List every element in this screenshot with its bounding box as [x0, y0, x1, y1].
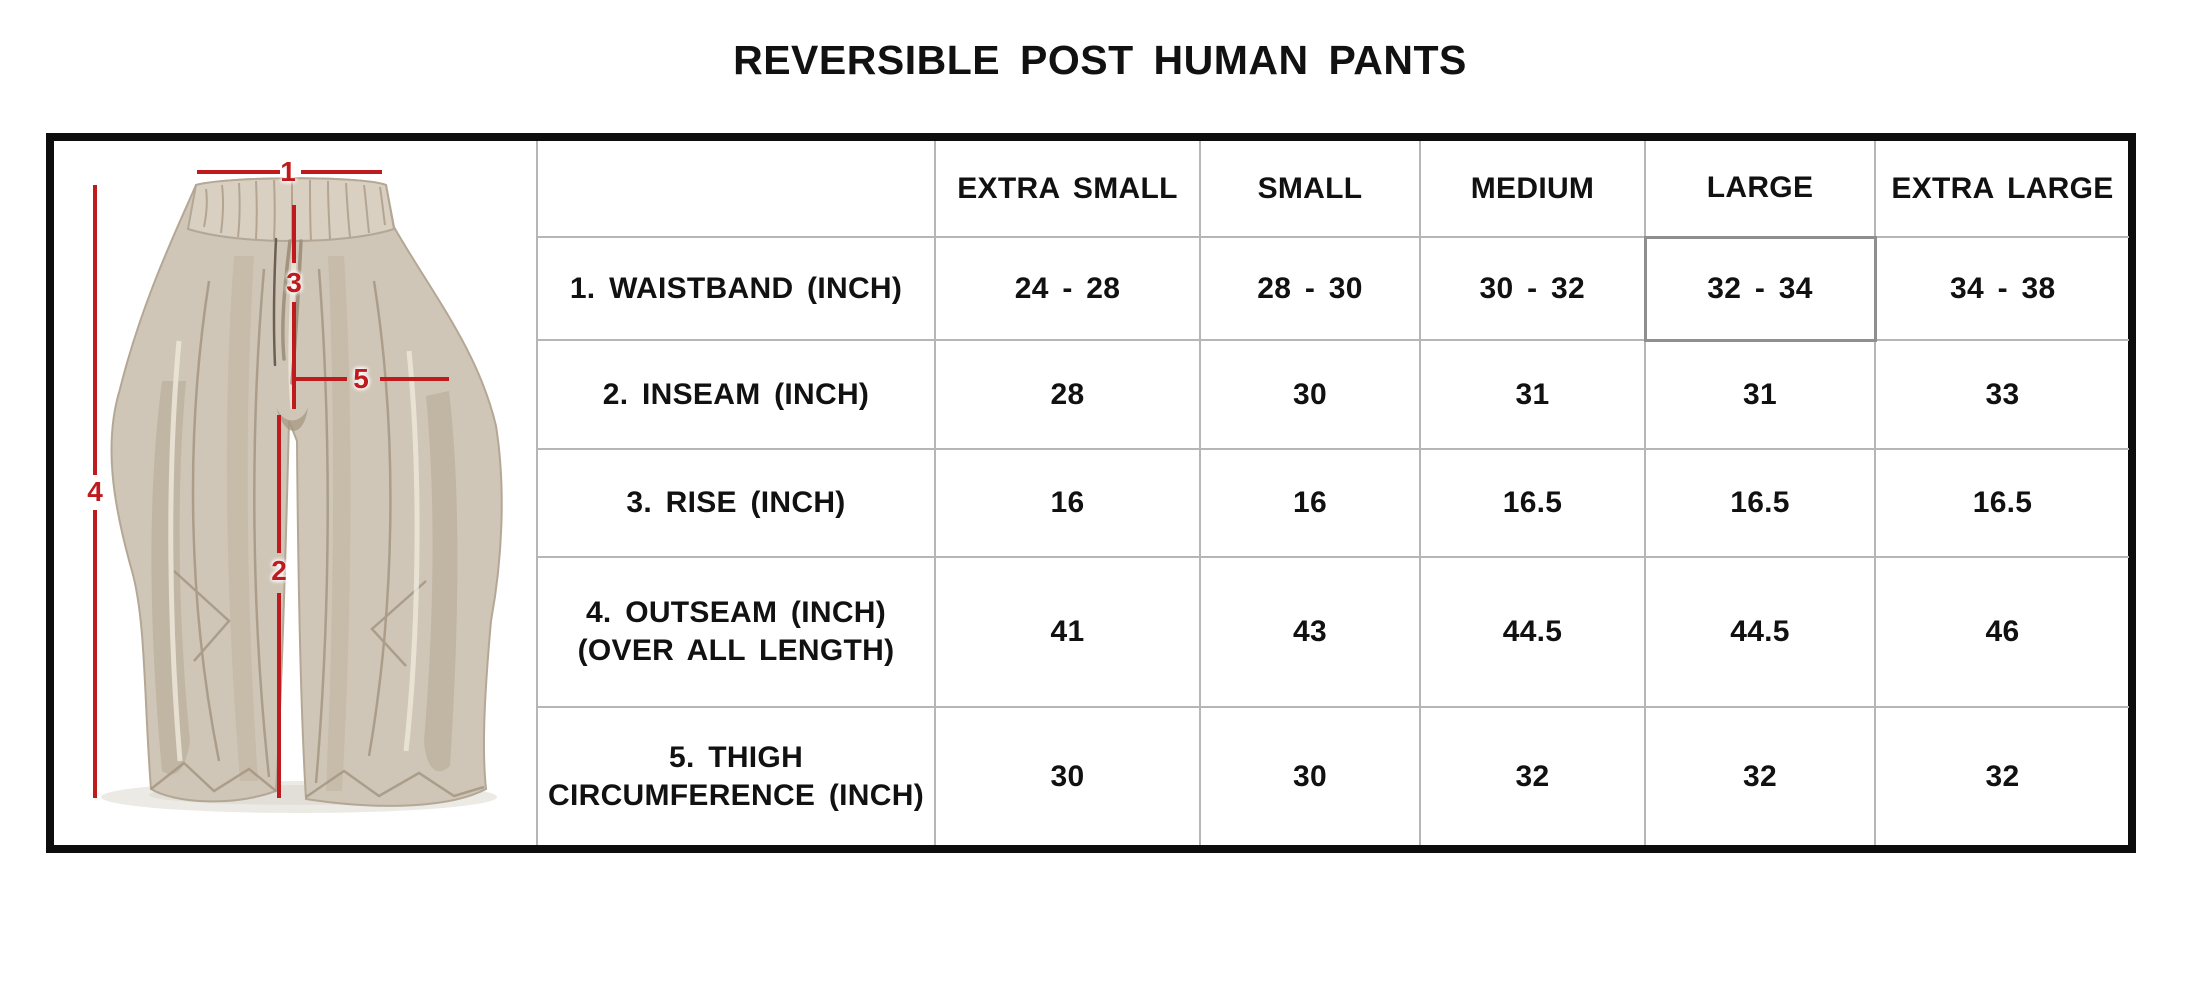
measurement-line-rise: [292, 302, 296, 409]
value-cell: 32: [1644, 706, 1876, 845]
value-cell: 30: [1199, 339, 1421, 450]
measurement-line-outseam: [93, 510, 97, 798]
col-header-medium: MEDIUM: [1419, 141, 1646, 238]
table-row-outseam: 4. OUTSEAM (INCH) (OVER ALL LENGTH) 41 4…: [536, 556, 2129, 708]
value-cell: 32: [1874, 706, 2129, 845]
pants-waistband: [186, 177, 396, 242]
table-row-inseam: 2. INSEAM (INCH) 28 30 31 31 33: [536, 339, 2129, 450]
table-row-thigh: 5. THIGH CIRCUMFERENCE (INCH) 30 30 32 3…: [536, 706, 2129, 845]
value-cell: 32: [1419, 706, 1646, 845]
value-cell: 31: [1644, 339, 1876, 450]
value-cell: 30: [934, 706, 1201, 845]
col-header-extra-small: EXTRA SMALL: [934, 141, 1201, 238]
measurement-line-waistband: [197, 170, 280, 174]
row-label-thigh: 5. THIGH CIRCUMFERENCE (INCH): [536, 706, 936, 845]
value-cell: 31: [1419, 339, 1646, 450]
col-header-small: SMALL: [1199, 141, 1421, 238]
value-cell: 28: [934, 339, 1201, 450]
value-cell: 44.5: [1644, 556, 1876, 708]
value-cell: 41: [934, 556, 1201, 708]
measurement-label-thigh: 5: [353, 363, 369, 394]
row-label-rise: 3. RISE (INCH): [536, 448, 936, 558]
measurement-line-inseam: [277, 415, 281, 553]
col-header-large: LARGE: [1644, 141, 1876, 238]
value-cell: 28 - 30: [1199, 236, 1421, 341]
value-cell: 30 - 32: [1419, 236, 1646, 341]
value-cell: 16: [1199, 448, 1421, 558]
measurement-line-thigh: [292, 377, 347, 381]
row-label-waistband: 1. WAISTBAND (INCH): [536, 236, 936, 341]
table-row-rise: 3. RISE (INCH) 16 16 16.5 16.5 16.5: [536, 448, 2129, 558]
row-label-outseam: 4. OUTSEAM (INCH) (OVER ALL LENGTH): [536, 556, 936, 708]
corner-cell: [536, 141, 936, 238]
value-cell: 44.5: [1419, 556, 1646, 708]
measurement-line-inseam: [277, 593, 281, 798]
value-cell: 16.5: [1644, 448, 1876, 558]
table-header-row: EXTRA SMALL SMALL MEDIUM LARGE EXTRA LAR…: [536, 141, 2129, 238]
page-title: REVERSIBLE POST HUMAN PANTS: [733, 37, 1467, 83]
product-photo-panel: 1 3 5 4 2: [54, 141, 536, 845]
value-cell: 30: [1199, 706, 1421, 845]
size-chart-board: 1 3 5 4 2 EXTRA SMALL SMALL MEDIUM LARGE: [46, 133, 2136, 853]
measurement-label-rise: 3: [286, 267, 302, 298]
value-cell: 34 - 38: [1874, 236, 2129, 341]
value-cell: 46: [1874, 556, 2129, 708]
measurement-line-outseam: [93, 185, 97, 475]
col-header-extra-large: EXTRA LARGE: [1874, 141, 2129, 238]
measurement-label-waistband: 1: [280, 156, 296, 187]
pants-image: [101, 177, 503, 813]
value-cell: 24 - 28: [934, 236, 1201, 341]
table-row-waistband: 1. WAISTBAND (INCH) 24 - 28 28 - 30 30 -…: [536, 235, 2129, 342]
value-cell: 16.5: [1874, 448, 2129, 558]
measurement-line-thigh: [380, 377, 449, 381]
size-chart-table: EXTRA SMALL SMALL MEDIUM LARGE EXTRA LAR…: [536, 141, 2129, 845]
measurement-line-rise: [292, 205, 296, 263]
measurement-label-inseam: 2: [271, 555, 287, 586]
measurement-label-outseam: 4: [87, 476, 103, 507]
value-cell: 33: [1874, 339, 2129, 450]
value-cell: 43: [1199, 556, 1421, 708]
value-cell-selected: 32 - 34: [1643, 235, 1877, 342]
value-cell: 16: [934, 448, 1201, 558]
measurement-line-waistband: [301, 170, 382, 174]
row-label-inseam: 2. INSEAM (INCH): [536, 339, 936, 450]
value-cell: 16.5: [1419, 448, 1646, 558]
pants-silhouette: [110, 177, 503, 807]
